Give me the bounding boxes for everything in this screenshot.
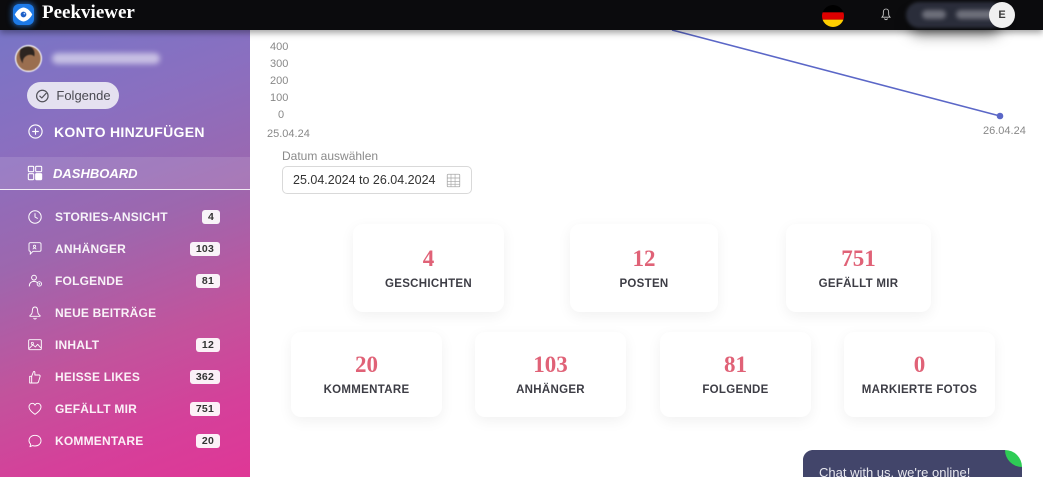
- stories: STORIES-ANSICHT 4: [27, 207, 237, 227]
